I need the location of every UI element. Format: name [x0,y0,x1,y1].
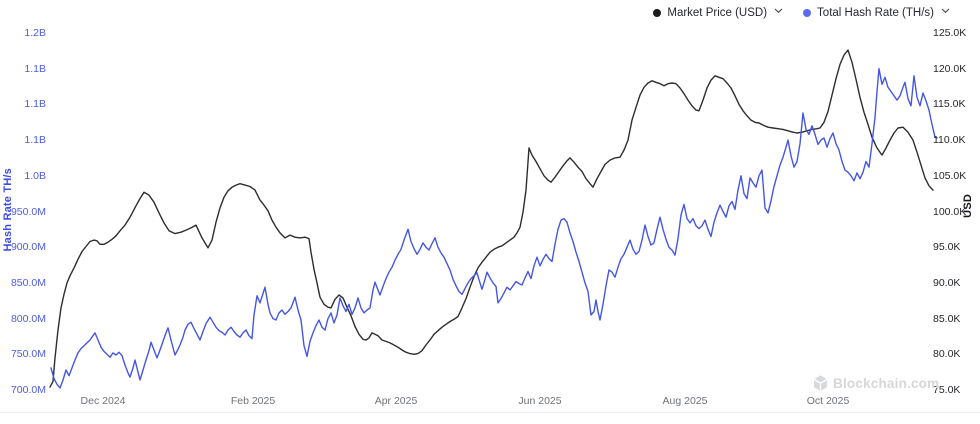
left-axis-tick: 1.2B [24,27,46,39]
x-axis-tick: Apr 2025 [374,395,418,407]
hash-rate-line [50,67,938,389]
left-axis-tick: 800.0M [10,312,46,325]
right-axis-tick: 115.0K [933,98,966,111]
right-axis-tick: 110.0K [933,134,966,147]
legend-item-label: Total Hash Rate (TH/s) [817,7,934,19]
x-axis-tick: Dec 2024 [80,395,126,407]
right-axis-tick: 95.0K [933,241,961,254]
x-axis-tick: Jun 2025 [518,395,562,407]
left-axis-tick: 950.0M [10,205,46,218]
chart-bottom-border [0,412,980,413]
legend-item-market-price[interactable]: Market Price (USD) [653,7,783,19]
right-axis-tick: 105.0K [933,169,967,182]
right-axis-tick: 120.0K [933,62,967,75]
right-axis-tick: 125.0K [933,27,967,39]
legend-item-hash-rate[interactable]: Total Hash Rate (TH/s) [803,7,950,19]
chevron-down-icon [774,8,783,14]
market-price-line [49,49,934,388]
right-axis-tick: 90.0K [933,276,961,289]
market-price-dot-icon [653,9,662,17]
x-axis-tick: Oct 2025 [806,395,850,407]
chart-legend: Market Price (USD) Total Hash Rate (TH/s… [653,7,950,19]
left-axis-tick: 1.0B [24,169,46,182]
left-axis-tick: 750.0M [10,348,46,361]
right-axis-tick: 85.0K [933,312,961,325]
right-axis-tick: 100.0K [933,205,967,218]
left-axis-tick: 1.1B [24,98,46,111]
blockchain-cube-icon [814,375,827,391]
left-axis-tick: 700.0M [10,384,46,396]
blockchain-watermark: Blockchain.com [813,375,939,391]
right-axis-tick: 75.0K [933,384,961,396]
watermark-label: Blockchain.com [833,375,940,391]
left-axis-tick: 850.0M [10,276,46,289]
hash-rate-dot-icon [803,9,812,17]
right-axis-tick: 80.0K [933,348,961,361]
chevron-down-icon [941,8,950,14]
legend-item-label: Market Price (USD) [667,7,768,19]
x-axis-tick: Feb 2025 [230,395,276,407]
x-axis-tick: Aug 2025 [662,395,708,407]
left-axis-tick: 1.1B [24,62,46,75]
left-axis-tick: 1.1B [24,134,46,147]
left-axis-tick: 900.0M [10,241,46,254]
